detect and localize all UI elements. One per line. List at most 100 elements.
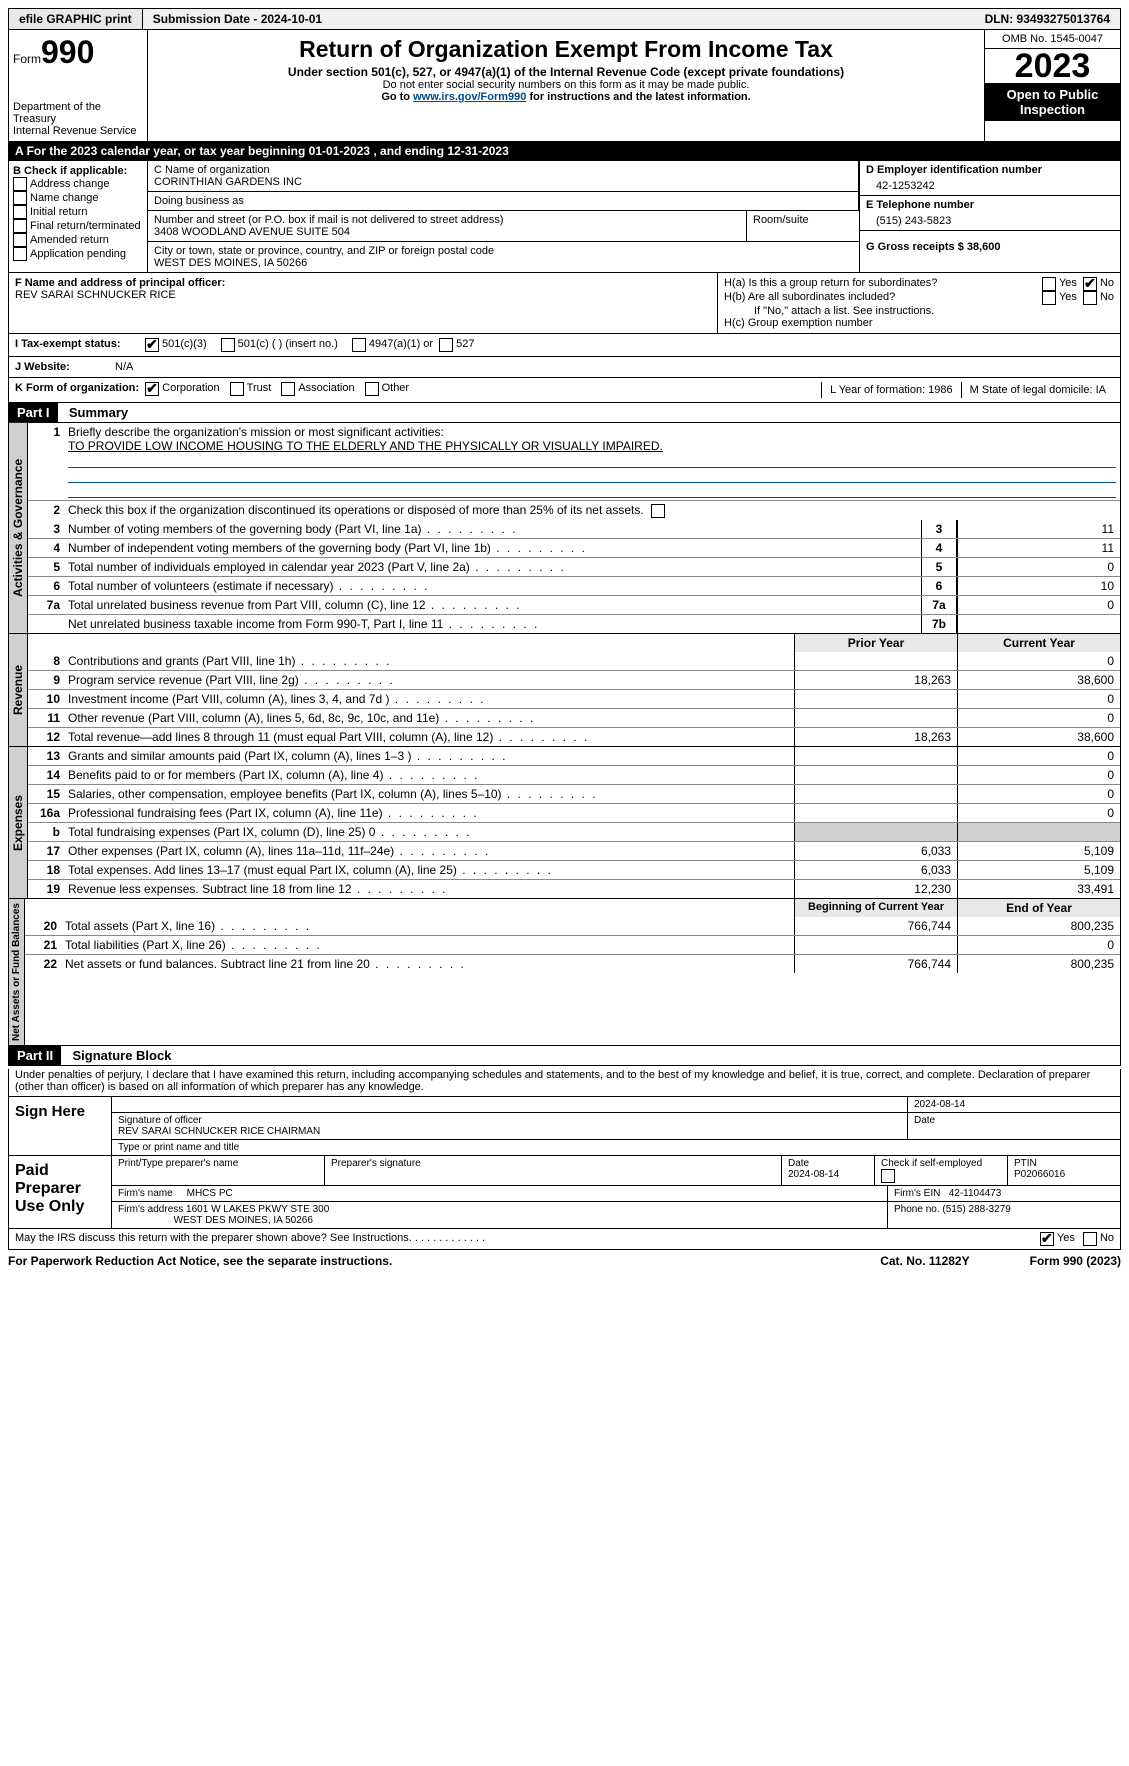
cb-app-pending[interactable] (13, 247, 27, 261)
tax-year-row: A For the 2023 calendar year, or tax yea… (8, 142, 1121, 161)
open-inspection: Open to Public Inspection (985, 83, 1120, 121)
cb-name-change[interactable] (13, 191, 27, 205)
sig-name-label: Type or print name and title (112, 1140, 1120, 1155)
dept-line2: Internal Revenue Service (13, 125, 143, 137)
website-value: N/A (115, 361, 133, 373)
cb-final-return[interactable] (13, 219, 27, 233)
summary-line: 18Total expenses. Add lines 13–17 (must … (28, 860, 1120, 879)
prep-sig-label: Preparer's signature (325, 1156, 782, 1185)
cb-l2[interactable] (651, 504, 665, 518)
discuss-text: May the IRS discuss this return with the… (15, 1232, 1040, 1246)
summary-line: 5Total number of individuals employed in… (28, 557, 1120, 576)
declaration-text: Under penalties of perjury, I declare th… (15, 1069, 1114, 1093)
irs-link[interactable]: www.irs.gov/Form990 (413, 91, 526, 103)
summary-line: 4Number of independent voting members of… (28, 538, 1120, 557)
summary-line: 7aTotal unrelated business revenue from … (28, 595, 1120, 614)
opt-amended-return: Amended return (30, 234, 109, 246)
part2-header: Part II (9, 1046, 61, 1065)
vlabel-netassets: Net Assets or Fund Balances (9, 899, 25, 1045)
pra-notice: For Paperwork Reduction Act Notice, see … (8, 1254, 392, 1268)
cb-amended-return[interactable] (13, 233, 27, 247)
box-b-label: B Check if applicable: (13, 165, 143, 177)
summary-line: 19Revenue less expenses. Subtract line 1… (28, 879, 1120, 898)
cat-no: Cat. No. 11282Y (880, 1254, 969, 1268)
box-m: M State of legal domicile: IA (961, 382, 1114, 398)
note2-pre: Go to (381, 91, 413, 103)
part1-title: Summary (61, 405, 128, 420)
officer-label: F Name and address of principal officer: (15, 277, 711, 289)
summary-line: 12Total revenue—add lines 8 through 11 (… (28, 727, 1120, 746)
summary-line: 21Total liabilities (Part X, line 26)0 (25, 935, 1120, 954)
name-label: C Name of organization (154, 164, 852, 176)
cb-501c[interactable] (221, 338, 235, 352)
form-note1: Do not enter social security numbers on … (152, 79, 980, 91)
opt-address-change: Address change (30, 178, 110, 190)
summary-line: 20Total assets (Part X, line 16)766,7448… (25, 917, 1120, 935)
l1-label: Briefly describe the organization's miss… (68, 425, 444, 439)
vlabel-governance: Activities & Governance (9, 423, 28, 633)
summary-line: 16aProfessional fundraising fees (Part I… (28, 803, 1120, 822)
cb-hb-yes[interactable] (1042, 291, 1056, 305)
officer-name: REV SARAI SCHNUCKER RICE (15, 289, 711, 301)
street-label: Number and street (or P.O. box if mail i… (154, 214, 740, 226)
summary-line: 14Benefits paid to or for members (Part … (28, 765, 1120, 784)
summary-line: bTotal fundraising expenses (Part IX, co… (28, 822, 1120, 841)
netassets-section: Net Assets or Fund Balances Beginning of… (8, 899, 1121, 1046)
phone-value: (515) 243-5823 (866, 211, 1114, 227)
sign-here-label: Sign Here (9, 1097, 112, 1155)
cb-assoc[interactable] (281, 382, 295, 396)
expenses-section: Expenses 13Grants and similar amounts pa… (8, 747, 1121, 899)
sig-officer-name: REV SARAI SCHNUCKER RICE CHAIRMAN (118, 1126, 901, 1137)
box-f: F Name and address of principal officer:… (9, 273, 718, 333)
summary-line: 11Other revenue (Part VIII, column (A), … (28, 708, 1120, 727)
cb-hb-no[interactable] (1083, 291, 1097, 305)
cb-ha-no[interactable] (1083, 277, 1097, 291)
summary-line: 13Grants and similar amounts paid (Part … (28, 747, 1120, 765)
gross-receipts: G Gross receipts $ 38,600 (866, 241, 1114, 253)
prep-phone: (515) 288-3279 (942, 1204, 1010, 1215)
hb-label: H(b) Are all subordinates included? (724, 291, 1042, 305)
prep-name-label: Print/Type preparer's name (112, 1156, 325, 1185)
firm-addr1: 1601 W LAKES PKWY STE 300 (186, 1204, 329, 1215)
form-subtitle: Under section 501(c), 527, or 4947(a)(1)… (152, 65, 980, 79)
city-label: City or town, state or province, country… (154, 245, 853, 257)
opt-final-return: Final return/terminated (30, 220, 141, 232)
opt-name-change: Name change (30, 192, 99, 204)
efile-print-button[interactable]: efile GRAPHIC print (9, 9, 143, 29)
cb-discuss-yes[interactable] (1040, 1232, 1054, 1246)
ptin: P02066016 (1014, 1169, 1065, 1180)
form-number: 990 (41, 34, 94, 70)
j-label: J Website: (15, 361, 115, 373)
ha-label: H(a) Is this a group return for subordin… (724, 277, 1042, 291)
k-label: K Form of organization: (15, 382, 139, 398)
cb-corp[interactable] (145, 382, 159, 396)
city: WEST DES MOINES, IA 50266 (154, 257, 853, 269)
part2-title: Signature Block (64, 1048, 171, 1063)
entity-block: B Check if applicable: Address change Na… (8, 161, 1121, 273)
summary-line: 10Investment income (Part VIII, column (… (28, 689, 1120, 708)
vlabel-expenses: Expenses (9, 747, 28, 898)
cb-527[interactable] (439, 338, 453, 352)
fh-row: F Name and address of principal officer:… (8, 273, 1121, 334)
cb-4947[interactable] (352, 338, 366, 352)
revenue-section: Revenue Prior Year Current Year 8Contrib… (8, 634, 1121, 747)
sig-officer-label: Signature of officer (118, 1115, 901, 1126)
paid-preparer-label: Paid Preparer Use Only (9, 1156, 112, 1228)
col-current-year: Current Year (957, 634, 1120, 652)
cb-initial-return[interactable] (13, 205, 27, 219)
cb-ha-yes[interactable] (1042, 277, 1056, 291)
topbar: efile GRAPHIC print Submission Date - 20… (8, 8, 1121, 30)
header-right: OMB No. 1545-0047 2023 Open to Public In… (984, 30, 1120, 141)
cb-other[interactable] (365, 382, 379, 396)
dba-label: Doing business as (148, 192, 858, 210)
hb-note: If "No," attach a list. See instructions… (724, 305, 1114, 317)
box-c: C Name of organization CORINTHIAN GARDEN… (148, 161, 859, 272)
cb-trust[interactable] (230, 382, 244, 396)
box-l: L Year of formation: 1986 (821, 382, 961, 398)
cb-501c3[interactable] (145, 338, 159, 352)
cb-self-employed[interactable] (881, 1169, 895, 1183)
col-begin-year: Beginning of Current Year (794, 899, 957, 917)
cb-address-change[interactable] (13, 177, 27, 191)
cb-discuss-no[interactable] (1083, 1232, 1097, 1246)
submission-date: Submission Date - 2024-10-01 (143, 9, 332, 29)
